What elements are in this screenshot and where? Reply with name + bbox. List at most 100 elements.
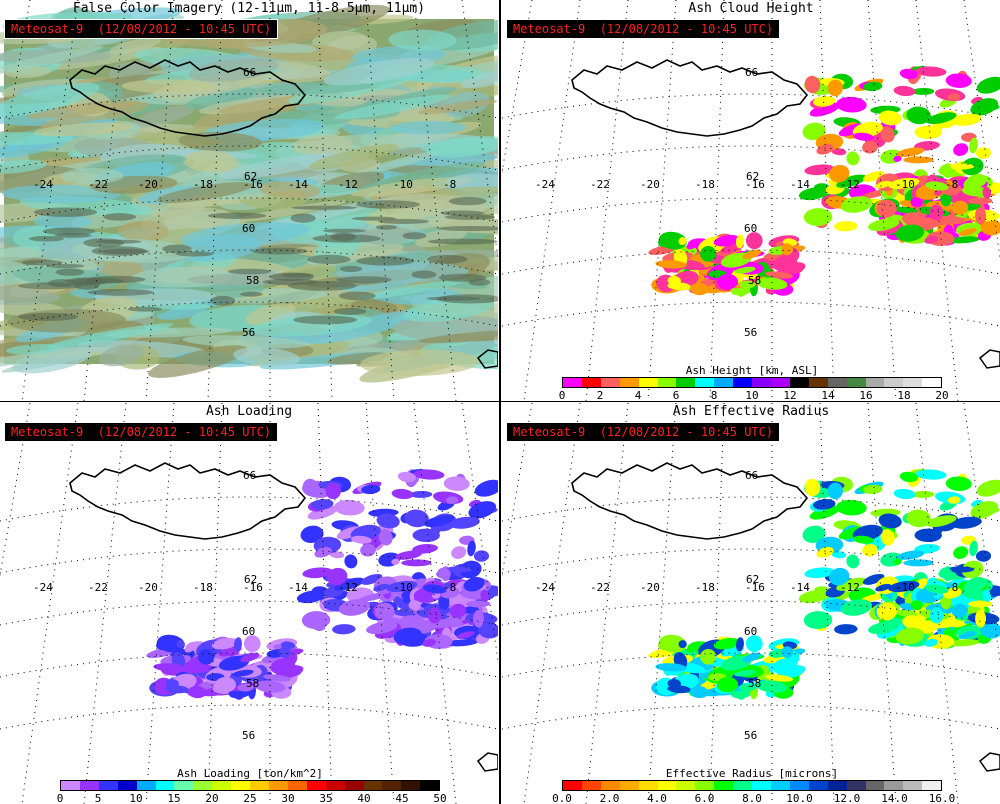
colorbar-swatch — [382, 781, 402, 790]
colorbar-swatch — [695, 378, 715, 387]
colorbar-tick-label: 50 — [433, 792, 447, 804]
latitude-label: 58 — [748, 677, 761, 690]
colorbar-ash-loading: Ash Loading [ton/km^2] 0 5 10 15 20 25 30 35 40 4… — [56, 767, 447, 804]
colorbar-swatch — [212, 781, 232, 790]
colorbar-tick-label: 0 — [56, 792, 64, 804]
colorbar-swatch — [827, 781, 847, 790]
latitude-label: 62 — [244, 170, 257, 183]
longitude-label: -22 — [88, 178, 108, 191]
colorbar-swatch — [61, 781, 80, 790]
longitude-label: -10 — [393, 581, 413, 594]
panel-title: Ash Cloud Height — [688, 1, 814, 16]
colorbar-swatch — [600, 781, 620, 790]
colorbar-swatch — [922, 781, 942, 790]
longitude-label: -10 — [393, 178, 413, 191]
latitude-label: 56 — [242, 326, 255, 339]
colorbar-swatch — [136, 781, 156, 790]
false-color-image — [0, 4, 498, 383]
colorbar-tick-label: 2.0 — [599, 792, 620, 804]
scotland-coastline — [476, 349, 498, 369]
colorbar-swatch — [714, 781, 734, 790]
panel-title: Ash Loading — [205, 404, 293, 419]
colorbar-swatch — [770, 378, 790, 387]
colorbar-swatches — [60, 780, 440, 791]
colorbar-swatch — [922, 378, 942, 387]
colorbar-tick-label: 4 — [634, 389, 642, 401]
panel-ash-height: -24 -22 -20 -18 -16 -14 -12 -10 -8 62 60 58 56 66 Ash… — [502, 0, 1000, 401]
colorbar-tick-label: 2 — [596, 389, 604, 401]
colorbar-swatch — [638, 781, 658, 790]
longitude-label: -10 — [895, 178, 915, 191]
longitude-label: -20 — [640, 581, 660, 594]
longitude-label: -12 — [840, 581, 860, 594]
colorbar-swatch — [619, 378, 639, 387]
colorbar-swatch — [657, 378, 677, 387]
longitude-label: -12 — [338, 178, 358, 191]
longitude-label: -18 — [193, 581, 213, 594]
colorbar-tick-label: 6 — [672, 389, 680, 401]
horizontal-divider — [0, 401, 1000, 402]
colorbar-swatch — [733, 378, 753, 387]
colorbar-swatch — [401, 781, 421, 790]
satellite-label: Meteosat-9 (12/08/2012 - 10:45 UTC) — [4, 422, 279, 442]
longitude-label: -18 — [695, 581, 715, 594]
colorbar-swatch — [770, 781, 790, 790]
colorbar-swatch — [363, 781, 383, 790]
colorbar-tick-label: 6.0 — [694, 792, 715, 804]
colorbar-swatch — [563, 781, 582, 790]
ash-height-field — [648, 66, 1000, 297]
latitude-label: 60 — [744, 625, 757, 638]
colorbar-tick-label: 0 — [558, 389, 566, 401]
colorbar-tick-label: 20 — [935, 389, 949, 401]
colorbar-tick-label: 12 — [783, 389, 797, 401]
colorbar-tick-label: 10 — [129, 792, 143, 804]
longitude-label: -22 — [590, 178, 610, 191]
panel-effective-radius: -24 -22 -20 -18 -16 -14 -12 -10 -8 62 60 58 56 66 Ash… — [502, 403, 1000, 804]
colorbar-swatch — [884, 378, 904, 387]
effective-radius-field — [648, 469, 1000, 700]
colorbar-tick-label: 40 — [357, 792, 371, 804]
iceland-coastline — [571, 462, 809, 540]
satellite-label: Meteosat-9 (12/08/2012 - 10:45 UTC) — [4, 19, 279, 39]
colorbar-swatch — [789, 378, 809, 387]
colorbar-swatch — [619, 781, 639, 790]
colorbar-tick-label: 8.0 — [742, 792, 762, 804]
colorbar-tick-label: 35 — [319, 792, 333, 804]
longitude-label: -20 — [640, 178, 660, 191]
colorbar-ticks: 0 5 10 15 20 25 30 35 40 45 50 — [56, 791, 447, 804]
colorbar-swatch — [808, 378, 828, 387]
colorbar-swatch — [865, 781, 885, 790]
latitude-label: 60 — [242, 625, 255, 638]
colorbar-swatch — [420, 781, 440, 790]
colorbar-tick-label: 45 — [395, 792, 409, 804]
colorbar-swatch — [193, 781, 213, 790]
scotland-coastline — [978, 349, 1000, 369]
longitude-label: -24 — [535, 178, 555, 191]
colorbar-title: Effective Radius [microns] — [665, 767, 839, 780]
colorbar-swatch — [714, 378, 734, 387]
longitude-label: -16 — [243, 178, 263, 191]
colorbar-swatch — [174, 781, 194, 790]
colorbar-tick-label: 5 — [94, 792, 102, 804]
colorbar-swatch — [563, 378, 582, 387]
latitude-label: 58 — [748, 274, 761, 287]
latitude-label: 58 — [246, 677, 259, 690]
latitude-label: 62 — [244, 573, 257, 586]
colorbar-swatch — [827, 378, 847, 387]
longitude-label: -16 — [745, 178, 765, 191]
longitude-label: -12 — [840, 178, 860, 191]
colorbar-swatch — [98, 781, 118, 790]
colorbar-swatch — [884, 781, 904, 790]
panel-false-color: -24 -22 -20 -18 -16 -14 -12 -10 -8 62 60 58 56 66 Fal… — [0, 0, 498, 401]
colorbar-tick-label: 14.0 — [881, 792, 908, 804]
colorbar-tick-label: 18 — [897, 389, 911, 401]
colorbar-swatch — [287, 781, 307, 790]
colorbar-tick-label: 16 — [859, 389, 873, 401]
longitude-label: -14 — [790, 581, 810, 594]
